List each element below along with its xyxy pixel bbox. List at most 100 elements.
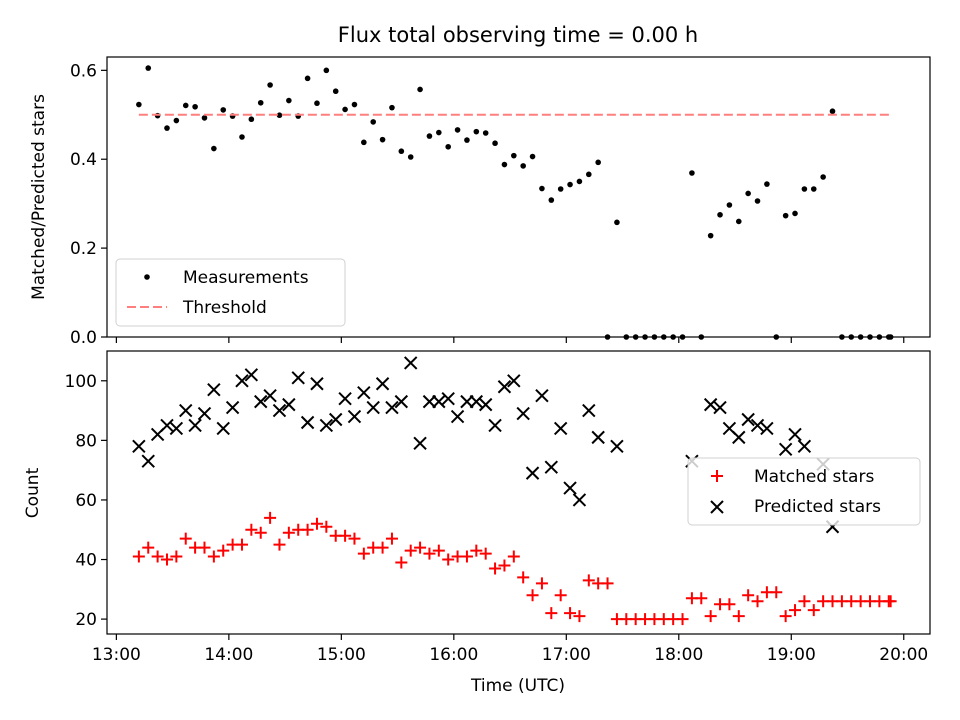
predicted-stars-point [741, 412, 755, 427]
predicted-stars-point [563, 481, 577, 495]
measurements-point [670, 334, 676, 340]
measurements-point [136, 101, 142, 108]
measurements-point [698, 334, 705, 340]
measurements-point [829, 108, 836, 115]
x-tick-label: 20:00 [879, 645, 928, 665]
measurements-point [511, 152, 517, 159]
top-ticks: 0.0 0.2 0.4 0.6 [70, 61, 905, 348]
matched-stars-point [198, 541, 211, 554]
measurements-point [436, 129, 442, 136]
measurements-point [445, 143, 451, 150]
measurements-point [801, 186, 808, 192]
predicted-stars-point [450, 409, 465, 424]
matched-stars-point [320, 520, 333, 533]
matched-stars-point [723, 598, 736, 611]
x-tick-label: 13:00 [92, 645, 141, 665]
predicted-stars-point [310, 377, 324, 391]
matched-stars-point [376, 541, 389, 554]
measurements-point [454, 127, 461, 133]
measurements-point [267, 82, 273, 88]
matched-stars-point [432, 544, 445, 557]
predicted-stars-point [760, 421, 774, 436]
measurements-point [323, 67, 330, 74]
bottom-panel: 13:00 14:00 15:00 16:00 17:00 18:00 19:00 20:00… [23, 350, 931, 696]
x-tick-label: 17:00 [542, 645, 591, 665]
matched-stars-point [282, 526, 295, 539]
measurements-point [539, 185, 545, 192]
measurements-point [764, 181, 770, 187]
matched-stars-point [132, 550, 145, 563]
measurements-point [782, 212, 789, 219]
matched-stars-point [695, 592, 708, 605]
measurements-point [586, 171, 592, 178]
matched-stars-point [545, 607, 558, 620]
matched-stars-point [704, 610, 717, 623]
measurements-point [257, 99, 264, 106]
measurements-point [567, 181, 573, 188]
predicted-stars-point [282, 397, 296, 412]
bottom-ticks: 13:00 14:00 15:00 16:00 17:00 18:00 19:00 20:00… [65, 372, 929, 665]
measurements-point [848, 334, 855, 340]
matched-stars-point [414, 541, 427, 554]
top-legend-box [115, 258, 346, 327]
measurements-point [192, 103, 198, 110]
measurements-point [857, 334, 864, 340]
matched-stars-point [217, 544, 230, 557]
bottom-legend-box [687, 457, 921, 526]
predicted-stars-point [244, 368, 259, 382]
measurements-point [417, 86, 423, 93]
predicted-stars-point [788, 427, 802, 442]
y-tick-label: 0.0 [70, 328, 97, 348]
matched-stars-point [404, 544, 417, 557]
measurements-point [660, 334, 667, 340]
bottom-axes-frame [106, 350, 931, 635]
y-tick-label: 40 [75, 551, 97, 571]
predicted-stars-point [394, 394, 409, 409]
predicted-stars-point [478, 397, 493, 412]
predicted-stars-point [169, 421, 184, 436]
matched-stars-point [507, 550, 520, 563]
predicted-stars-point [254, 394, 268, 409]
matched-stars-point [442, 553, 455, 566]
matched-stars-point [770, 586, 783, 599]
measurements-point [239, 134, 245, 140]
matched-stars-point [526, 589, 539, 602]
x-tick-label: 19:00 [767, 645, 816, 665]
matched-stars-point [489, 562, 502, 575]
measurements-point [520, 163, 526, 169]
predicted-stars-point [732, 430, 746, 445]
measurements-point [389, 104, 395, 111]
predicted-stars-point [778, 442, 793, 457]
measurements-point [754, 198, 761, 204]
measurements-point [689, 170, 695, 176]
chart-title: Flux total observing time = 0.00 h [338, 23, 698, 47]
predicted-stars-point [225, 400, 240, 415]
measurements-point [351, 101, 358, 108]
matched-stars-point [582, 574, 595, 587]
measurements-point [182, 102, 189, 109]
measurements-point [792, 210, 798, 217]
measurements-point [595, 159, 601, 166]
predicted-stars-point [572, 493, 587, 507]
measurements-point [286, 97, 292, 104]
measurements-point [426, 133, 433, 139]
measurements-point [173, 117, 180, 124]
measurements-point [679, 334, 686, 340]
measurements-point [529, 153, 536, 160]
matched-stars-point [742, 589, 755, 602]
matched-stars-point [564, 607, 577, 620]
matched-stars-point [245, 523, 258, 536]
predicted-stars-point [507, 374, 521, 388]
predicted-stars-point [366, 400, 380, 415]
legend-marker-measurements [144, 274, 150, 280]
top-panel: 0.0 0.2 0.4 0.6 Matched/Predicted stars Mea… [29, 56, 931, 348]
measurements-point [876, 334, 883, 340]
x-tick-label: 15:00 [317, 645, 366, 665]
measurements-point [726, 202, 733, 208]
matched-stars-point [235, 538, 248, 551]
matched-stars-point [517, 571, 530, 584]
measurements-point [276, 112, 283, 119]
predicted-stars-point [132, 439, 146, 454]
